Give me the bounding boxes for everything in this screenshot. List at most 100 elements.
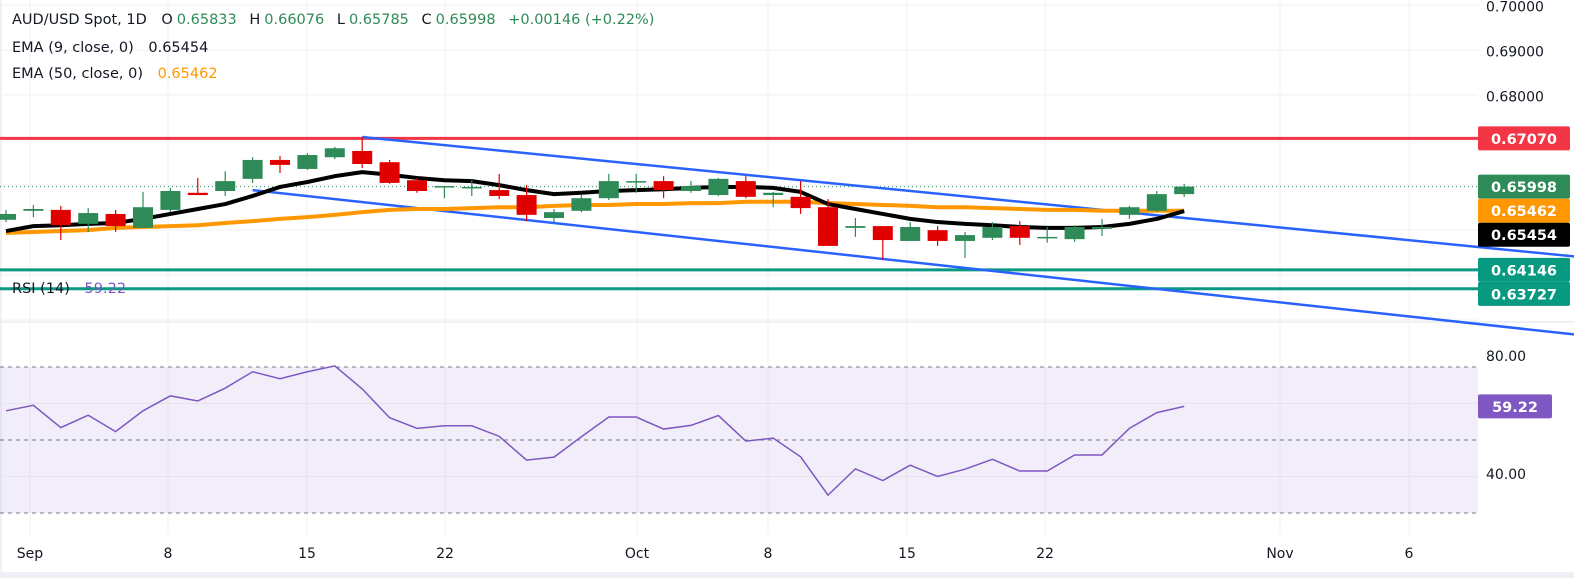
price-badge-label: 0.65998 xyxy=(1491,180,1557,196)
candle-body xyxy=(818,207,838,246)
candle-body xyxy=(352,150,373,164)
ema9-value: 0.65454 xyxy=(148,40,209,56)
candle-body xyxy=(708,178,729,196)
candle-body xyxy=(1146,194,1167,211)
candle-body xyxy=(489,190,510,196)
x-tick-label: 8 xyxy=(164,546,173,562)
candle-body xyxy=(571,198,592,211)
candle xyxy=(50,205,71,241)
candle xyxy=(270,155,290,173)
candle xyxy=(78,208,99,232)
price-badge: 0.67070 xyxy=(1478,126,1570,151)
ema50-label: EMA (50, close, 0) xyxy=(12,66,143,82)
candle xyxy=(900,222,921,241)
change-value: +0.00146 (+0.22%) xyxy=(508,12,655,28)
candle xyxy=(1146,191,1167,213)
ema50-line xyxy=(5,199,1185,235)
price-badge: 0.64146 xyxy=(1478,257,1570,282)
rsi-badge: 59.22 xyxy=(1478,394,1552,419)
candle xyxy=(1037,227,1058,243)
candle xyxy=(160,187,181,213)
candle-body xyxy=(324,148,345,158)
y-tick-label: 0.69000 xyxy=(1486,45,1544,61)
candle xyxy=(1092,218,1112,236)
candle xyxy=(1064,225,1085,242)
candle-body xyxy=(160,191,181,210)
price-badge-label: 0.67070 xyxy=(1491,132,1557,148)
candle xyxy=(297,153,318,170)
close-label: C xyxy=(421,12,432,28)
channel-upper-line xyxy=(362,135,1574,258)
channel-lower-line xyxy=(252,188,1574,336)
price-badge-bg xyxy=(1478,126,1570,151)
price-badge-bg xyxy=(1478,198,1570,223)
high-number: 0.66076 xyxy=(264,12,325,28)
candle-body xyxy=(872,226,893,241)
candle xyxy=(544,209,564,223)
open-value: O 0.65833 xyxy=(161,12,240,28)
candle-body xyxy=(598,181,619,199)
candle-body xyxy=(681,186,701,191)
high-value: H 0.66076 xyxy=(249,12,328,28)
price-badge-bg xyxy=(1478,174,1570,199)
high-label: H xyxy=(249,12,261,28)
rsi-y-tick-label: 80.00 xyxy=(1486,349,1526,365)
candle-body xyxy=(133,207,153,228)
price-badge-bg xyxy=(1478,222,1570,247)
price-badge: 0.65454 xyxy=(1478,222,1570,247)
ema50-legend: EMA (50, close, 0) 0.65462 xyxy=(12,66,222,82)
candle-body xyxy=(1009,226,1030,238)
candle xyxy=(763,191,784,208)
price-badge-bg xyxy=(1478,257,1570,282)
low-value: L 0.65785 xyxy=(337,12,413,28)
ema50-value: 0.65462 xyxy=(157,66,218,82)
ema9-line xyxy=(5,170,1185,234)
candle xyxy=(571,195,592,213)
candle-body xyxy=(1174,186,1195,195)
candle-body xyxy=(790,196,811,209)
price-badge-label: 0.65454 xyxy=(1491,228,1557,244)
candle xyxy=(516,185,537,222)
x-tick-label: 8 xyxy=(764,546,773,562)
price-badge-label: 0.65462 xyxy=(1491,204,1557,220)
candle-body xyxy=(626,181,647,183)
rsi-value: 59.22 xyxy=(84,281,127,297)
x-tick-label: 22 xyxy=(1036,546,1054,562)
symbol-title: AUD/USD Spot, 1D xyxy=(12,12,147,28)
x-tick-label: Sep xyxy=(17,546,44,562)
candle xyxy=(324,146,345,160)
candle xyxy=(735,176,756,199)
candle xyxy=(352,137,373,169)
candle-body xyxy=(242,159,263,179)
candle xyxy=(818,199,838,246)
candle-body xyxy=(297,155,318,169)
candle xyxy=(626,173,647,193)
x-tick-label: 15 xyxy=(298,546,316,562)
candle-body xyxy=(735,181,756,197)
candle-body xyxy=(0,213,16,220)
price-badge-bg xyxy=(1478,281,1570,306)
x-tick-label: 6 xyxy=(1405,546,1414,562)
candle-body xyxy=(270,159,290,165)
candle xyxy=(407,177,427,193)
candle xyxy=(489,173,510,200)
price-badge: 0.63727 xyxy=(1478,281,1570,306)
close-value: C 0.65998 xyxy=(422,12,500,28)
candle-body xyxy=(1037,236,1058,239)
symbol-legend: AUD/USD Spot, 1D O 0.65833 H 0.66076 L 0.65… xyxy=(12,12,658,28)
candle-body xyxy=(653,181,674,191)
y-tick-label: 0.70000 xyxy=(1486,0,1544,16)
candle-body xyxy=(434,186,455,188)
candle xyxy=(434,186,455,199)
candle xyxy=(681,181,701,193)
low-label: L xyxy=(336,12,345,28)
candle-body xyxy=(461,186,482,189)
x-tick-label: Nov xyxy=(1266,546,1293,562)
candle xyxy=(927,226,948,246)
x-tick-label: 22 xyxy=(436,546,454,562)
candle xyxy=(0,209,16,223)
rsi-y-tick-label: 40.00 xyxy=(1486,467,1526,483)
candle xyxy=(653,176,674,199)
rsi-line xyxy=(5,365,1185,497)
